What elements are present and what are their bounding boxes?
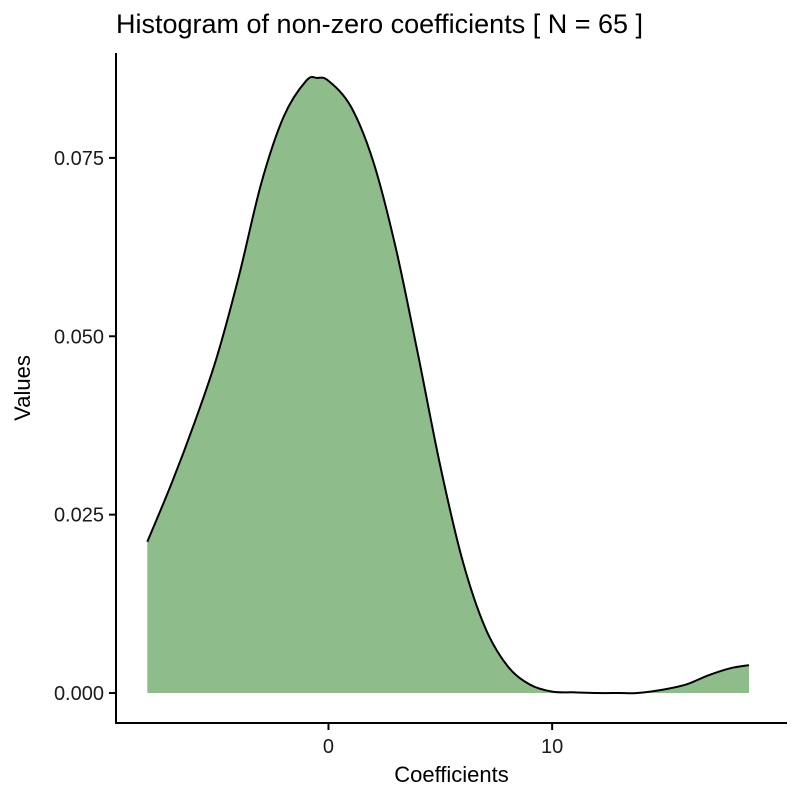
x-tick-label: 0 [323,736,334,758]
y-axis-ticks: 0.000 0.025 0.050 0.075 [54,148,116,705]
plot-area [146,75,750,695]
y-tick-label: 0.025 [54,505,104,527]
chart-title: Histogram of non-zero coefficients [ N =… [116,9,643,39]
y-axis-title: Values [10,355,35,421]
x-axis-title: Coefficients [394,762,509,787]
x-axis-ticks: 0 10 [323,723,563,758]
y-tick-label: 0.075 [54,148,104,170]
y-tick-label: 0.000 [54,683,104,705]
x-tick-label: 10 [541,736,563,758]
y-tick-label: 0.050 [54,326,104,348]
density-curve-line [146,75,750,695]
density-area-fill [147,76,749,694]
